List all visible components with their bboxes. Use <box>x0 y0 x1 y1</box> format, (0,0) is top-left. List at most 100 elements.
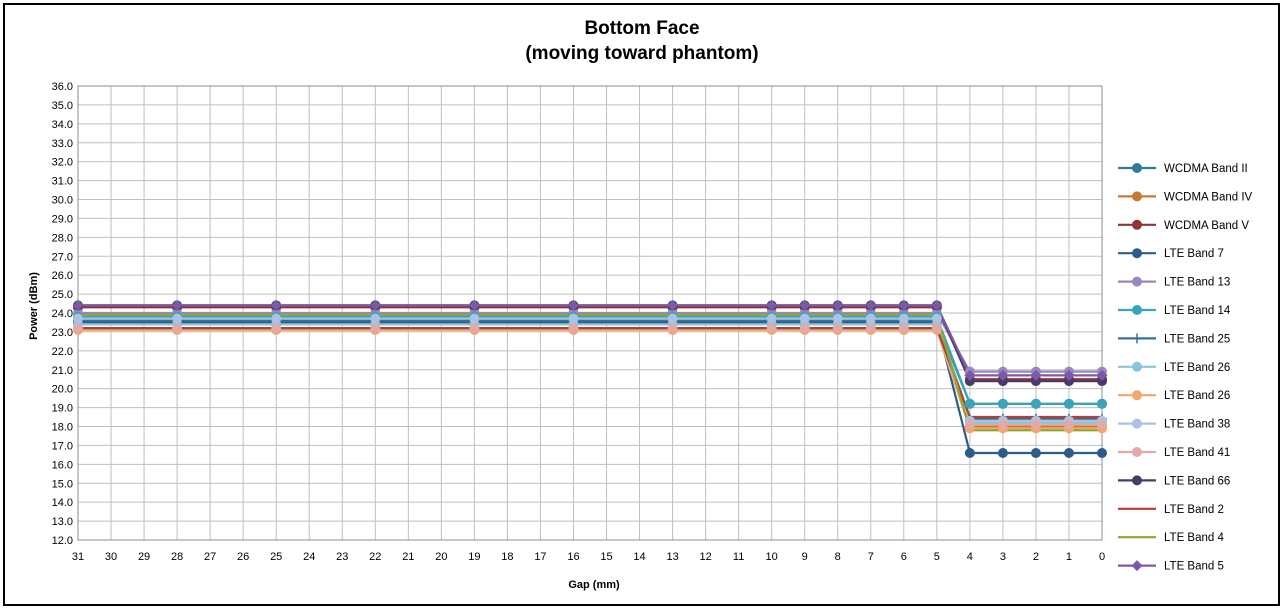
legend-label: LTE Band 14 <box>1164 305 1231 317</box>
series-line <box>78 321 1102 455</box>
data-point <box>832 299 844 311</box>
x-tick-label: 7 <box>868 551 874 563</box>
x-tick-label: 23 <box>336 551 348 563</box>
legend-marker <box>1132 163 1142 173</box>
legend-item: LTE Band 7 <box>1118 248 1224 260</box>
series-line <box>78 319 1102 420</box>
series-line <box>78 315 1102 405</box>
x-tick-label: 10 <box>766 551 778 563</box>
y-tick-label: 19.0 <box>52 403 73 415</box>
chart-subtitle: (moving toward phantom) <box>525 43 758 64</box>
x-tick-label: 16 <box>567 551 579 563</box>
legend-label: LTE Band 26 <box>1164 362 1230 374</box>
legend-item: LTE Band 26 <box>1118 361 1230 374</box>
legend-label: WCDMA Band II <box>1164 163 1248 175</box>
y-tick-label: 34.0 <box>52 119 73 131</box>
data-point <box>72 299 84 311</box>
x-tick-label: 2 <box>1033 551 1039 563</box>
series-line <box>78 306 1102 381</box>
legend: WCDMA Band II WCDMA Band IV WCDMA Band V LT… <box>1118 163 1253 573</box>
data-point <box>567 299 579 311</box>
y-tick-label: 23.0 <box>52 327 73 339</box>
data-point <box>997 419 1008 430</box>
x-axis-label: Gap (mm) <box>568 579 620 591</box>
data-point <box>964 419 975 430</box>
data-point <box>997 447 1008 458</box>
x-tick-label: 1 <box>1066 551 1072 563</box>
y-tick-label: 28.0 <box>52 232 73 244</box>
data-point <box>1096 369 1108 381</box>
legend-item: WCDMA Band IV <box>1118 191 1253 203</box>
y-tick-label: 15.0 <box>52 478 73 490</box>
y-tick-label: 14.0 <box>52 497 73 509</box>
x-tick-label: 24 <box>303 551 315 563</box>
data-point <box>997 398 1008 409</box>
legend-label: LTE Band 5 <box>1164 561 1224 573</box>
y-tick-label: 29.0 <box>52 213 73 225</box>
legend-label: LTE Band 13 <box>1164 277 1230 289</box>
legend-label: WCDMA Band V <box>1164 220 1249 232</box>
legend-item: WCDMA Band II <box>1118 163 1248 175</box>
y-tick-label: 25.0 <box>52 289 73 301</box>
legend-marker <box>1131 560 1143 572</box>
x-tick-label: 20 <box>435 551 447 563</box>
data-point <box>931 299 943 311</box>
data-point <box>370 313 381 324</box>
data-point <box>865 323 876 334</box>
legend-item: LTE Band 2 <box>1118 504 1224 516</box>
legend-label: LTE Band 41 <box>1164 447 1230 459</box>
x-tick-label: 31 <box>72 551 84 563</box>
y-tick-label: 36.0 <box>52 81 73 93</box>
x-tick-label: 12 <box>699 551 711 563</box>
y-tick-label: 33.0 <box>52 138 73 150</box>
legend-item: LTE Band 4 <box>1118 532 1224 544</box>
data-point <box>1063 398 1074 409</box>
x-tick-label: 28 <box>171 551 183 563</box>
legend-label: WCDMA Band IV <box>1164 191 1253 203</box>
x-axis-ticks: 31 30 29 28 27 26 25 24 23 22 21 20 19 18 17 16 15 14 13 12… <box>72 551 1105 563</box>
series-line <box>78 328 1102 430</box>
data-point <box>667 313 678 324</box>
legend-marker <box>1132 276 1142 287</box>
data-point <box>171 299 183 311</box>
data-point <box>370 323 381 334</box>
legend-marker <box>1132 418 1142 429</box>
legend-label: LTE Band 38 <box>1164 419 1230 431</box>
data-point <box>568 313 579 324</box>
x-tick-label: 26 <box>237 551 249 563</box>
legend-marker <box>1132 447 1142 457</box>
y-axis-ticks: 12.0 13.0 14.0 15.0 16.0 17.0 18.0 19.0 20.0 21.0… <box>52 81 73 547</box>
data-point <box>832 313 843 324</box>
data-point <box>865 313 876 324</box>
data-point <box>766 323 777 334</box>
data-point <box>1063 369 1075 381</box>
legend-label: LTE Band 7 <box>1164 248 1224 260</box>
x-tick-label: 3 <box>1000 551 1006 563</box>
x-tick-label: 0 <box>1099 551 1105 563</box>
legend-marker <box>1132 219 1142 230</box>
y-axis-label: Power (dBm) <box>28 272 40 340</box>
series-line <box>78 311 1102 373</box>
data-point <box>997 369 1009 381</box>
data-point <box>1030 447 1041 458</box>
data-point <box>964 369 976 381</box>
y-tick-label: 27.0 <box>52 251 73 263</box>
data-point <box>1097 447 1107 458</box>
series-line <box>78 317 1102 422</box>
data-point <box>1030 369 1042 381</box>
legend-marker <box>1132 390 1142 401</box>
legend-marker <box>1132 361 1142 372</box>
data-point <box>271 313 282 324</box>
x-tick-label: 9 <box>802 551 808 563</box>
y-tick-label: 16.0 <box>52 459 73 471</box>
data-point <box>931 313 942 324</box>
y-tick-label: 22.0 <box>52 346 73 358</box>
x-tick-label: 25 <box>270 551 282 563</box>
data-point <box>1063 447 1074 458</box>
y-tick-label: 31.0 <box>52 176 73 188</box>
data-point <box>1063 419 1074 430</box>
legend-item: LTE Band 13 <box>1118 276 1230 289</box>
data-point <box>898 313 909 324</box>
legend-item: LTE Band 14 <box>1118 305 1231 317</box>
y-tick-label: 17.0 <box>52 440 73 452</box>
